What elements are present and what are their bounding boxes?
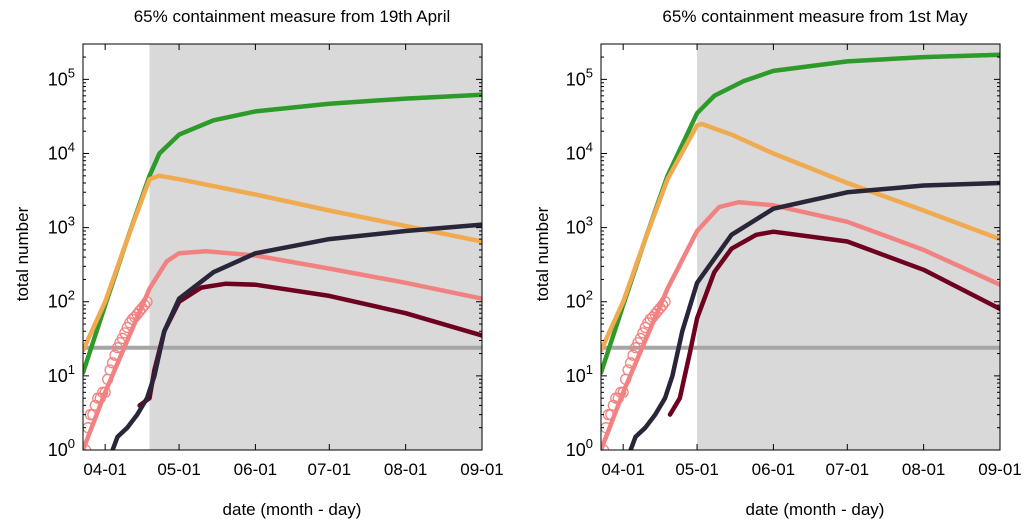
y-tick-label-right-2: 102: [566, 288, 593, 312]
series-line-right-navy: [628, 180, 1000, 450]
x-tick-label-left-0: 04-01: [83, 460, 126, 479]
x-tick-label-left-3: 07-01: [308, 460, 351, 479]
series-line-right-pink: [601, 199, 1000, 450]
x-tick-label-right-3: 07-01: [826, 460, 869, 479]
y-tick-label-left-3: 103: [48, 214, 75, 238]
series-line-left-pink: [83, 248, 482, 450]
y-tick-label-left-4: 104: [48, 139, 75, 163]
y-tick-label-left-2: 102: [48, 288, 75, 312]
x-axis-label-right: date (month - day): [746, 500, 885, 519]
y-tick-label-left-1: 101: [48, 362, 75, 386]
y-axis-label-right: total number: [533, 206, 552, 301]
x-tick-label-left-4: 08-01: [384, 460, 427, 479]
containment-region-left: [149, 44, 482, 450]
x-tick-label-right-4: 08-01: [902, 460, 945, 479]
x-tick-label-left-1: 05-01: [157, 460, 200, 479]
x-axis-label-left: date (month - day): [223, 500, 362, 519]
y-tick-label-right-3: 103: [566, 214, 593, 238]
y-tick-label-right-4: 104: [566, 139, 593, 163]
x-tick-label-right-2: 06-01: [752, 460, 795, 479]
x-tick-label-right-1: 05-01: [675, 460, 718, 479]
y-tick-label-left-5: 105: [48, 65, 75, 89]
plot-area-left: 100 101 102 103 104 105 04-01 05-01 06-01 07-01 08…: [48, 43, 504, 479]
x-tick-label-right-5: 09-01: [978, 460, 1021, 479]
x-tick-label-left-5: 09-01: [460, 460, 503, 479]
panel-left: 65% containment measure from 19th April …: [13, 7, 504, 519]
plot-frame-right: [600, 43, 1001, 451]
chart-title-right: 65% containment measure from 1st May: [662, 7, 968, 26]
series-line-left-orange: [83, 173, 482, 353]
x-tick-label-left-2: 06-01: [234, 460, 277, 479]
y-axis-label-left: total number: [13, 206, 32, 301]
y-tick-label-left-0: 100: [48, 436, 75, 460]
x-tick-label-right-0: 04-01: [601, 460, 644, 479]
panel-right: 65% containment measure from 1st May dat…: [533, 7, 1022, 519]
series-line-left-navy: [110, 222, 482, 450]
series-line-right-maroon: [667, 229, 1000, 417]
y-tick-label-right-0: 100: [566, 436, 593, 460]
y-tick-label-right-5: 105: [566, 65, 593, 89]
chart-title-left: 65% containment measure from 19th April: [134, 7, 451, 26]
y-tick-label-right-1: 101: [566, 362, 593, 386]
containment-region-right: [697, 44, 1000, 450]
plot-area-right: 100 101 102 103 104 105 04-01 05-01 06-01 07-01 08…: [566, 43, 1022, 479]
plot-frame-left: [82, 43, 483, 451]
